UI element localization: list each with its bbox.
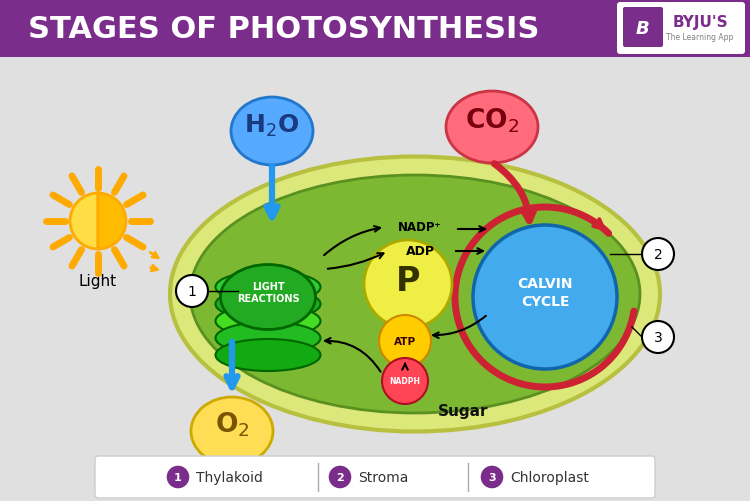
Circle shape — [364, 240, 452, 328]
Text: Sugar: Sugar — [438, 404, 488, 419]
Text: BYJU'S: BYJU'S — [672, 15, 728, 30]
Ellipse shape — [215, 339, 320, 371]
Text: ADP: ADP — [406, 245, 434, 258]
Circle shape — [642, 238, 674, 271]
Text: STAGES OF PHOTOSYNTHESIS: STAGES OF PHOTOSYNTHESIS — [28, 15, 539, 44]
Wedge shape — [70, 193, 98, 249]
Ellipse shape — [231, 98, 313, 166]
Text: NADPH: NADPH — [389, 377, 421, 386]
Text: Stroma: Stroma — [358, 470, 408, 484]
Text: CALVIN
CYCLE: CALVIN CYCLE — [518, 277, 573, 308]
Text: 1: 1 — [174, 472, 182, 482]
Circle shape — [642, 321, 674, 353]
Circle shape — [382, 358, 428, 404]
Text: 3: 3 — [488, 472, 496, 482]
Text: 2: 2 — [336, 472, 344, 482]
Text: Thylakoid: Thylakoid — [196, 470, 262, 484]
Text: 2: 2 — [653, 247, 662, 262]
Ellipse shape — [446, 92, 538, 164]
FancyBboxPatch shape — [623, 8, 663, 48]
Wedge shape — [98, 193, 126, 249]
Circle shape — [176, 276, 208, 308]
Text: 1: 1 — [188, 285, 196, 299]
FancyBboxPatch shape — [0, 0, 750, 58]
FancyBboxPatch shape — [95, 456, 655, 498]
Text: ATP: ATP — [394, 336, 416, 346]
Text: CO$_2$: CO$_2$ — [465, 107, 519, 135]
Text: O$_2$: O$_2$ — [214, 410, 249, 438]
Text: Light: Light — [79, 274, 117, 289]
Ellipse shape — [170, 157, 660, 432]
Text: B: B — [636, 20, 650, 38]
Ellipse shape — [215, 289, 320, 320]
Ellipse shape — [220, 265, 316, 330]
Text: LIGHT
REACTIONS: LIGHT REACTIONS — [237, 281, 299, 304]
Ellipse shape — [215, 322, 320, 354]
Circle shape — [473, 225, 617, 369]
Circle shape — [166, 465, 190, 489]
Text: Chloroplast: Chloroplast — [510, 470, 589, 484]
Circle shape — [379, 315, 431, 367]
Circle shape — [480, 465, 504, 489]
Text: P: P — [396, 265, 420, 298]
Text: H$_2$O: H$_2$O — [244, 113, 299, 139]
Ellipse shape — [191, 397, 273, 465]
Circle shape — [328, 465, 352, 489]
Ellipse shape — [215, 306, 320, 337]
Text: 3: 3 — [653, 330, 662, 344]
Ellipse shape — [215, 272, 320, 304]
Text: NADP⁺: NADP⁺ — [398, 221, 442, 234]
Ellipse shape — [190, 176, 640, 413]
Text: The Learning App: The Learning App — [666, 33, 734, 42]
FancyBboxPatch shape — [617, 3, 745, 55]
